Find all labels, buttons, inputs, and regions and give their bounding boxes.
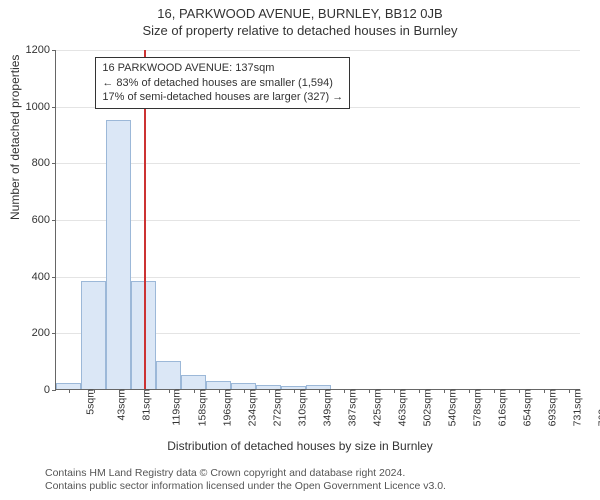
ytick-mark: [52, 390, 56, 391]
histogram-bar: [156, 361, 181, 389]
xtick-label: 425sqm: [371, 389, 383, 426]
xtick-mark: [194, 389, 195, 393]
xtick-label: 502sqm: [421, 389, 433, 426]
footer-line-2: Contains public sector information licen…: [45, 480, 446, 494]
xtick-label: 731sqm: [571, 389, 583, 426]
footer-line-1: Contains HM Land Registry data © Crown c…: [45, 467, 446, 481]
xtick-label: 387sqm: [346, 389, 358, 426]
ytick-label: 0: [18, 384, 50, 396]
xtick-mark: [319, 389, 320, 393]
chart-title-sub: Size of property relative to detached ho…: [0, 21, 600, 38]
chart-plot-area: 0200400600800100012005sqm43sqm81sqm119sq…: [55, 50, 580, 390]
xtick-mark: [119, 389, 120, 393]
gridline: [56, 163, 580, 164]
xtick-mark: [469, 389, 470, 393]
ytick-mark: [52, 50, 56, 51]
ytick-mark: [52, 220, 56, 221]
gridline: [56, 50, 580, 51]
xtick-mark: [344, 389, 345, 393]
xtick-label: 43sqm: [115, 389, 127, 421]
xtick-label: 119sqm: [170, 389, 182, 426]
xtick-label: 196sqm: [221, 389, 233, 426]
xtick-mark: [94, 389, 95, 393]
xtick-label: 616sqm: [496, 389, 508, 426]
ytick-label: 200: [18, 327, 50, 339]
gridline: [56, 277, 580, 278]
xtick-mark: [369, 389, 370, 393]
xtick-label: 769sqm: [596, 389, 600, 426]
xtick-mark: [294, 389, 295, 393]
xtick-label: 81sqm: [140, 389, 152, 421]
xtick-mark: [219, 389, 220, 393]
xtick-mark: [144, 389, 145, 393]
xtick-mark: [569, 389, 570, 393]
xtick-mark: [419, 389, 420, 393]
xtick-mark: [394, 389, 395, 393]
xtick-label: 349sqm: [321, 389, 333, 426]
ytick-mark: [52, 333, 56, 334]
xtick-mark: [544, 389, 545, 393]
xtick-label: 654sqm: [521, 389, 533, 426]
histogram-bar: [206, 381, 231, 390]
gridline: [56, 220, 580, 221]
histogram-bar: [81, 281, 106, 389]
xtick-label: 578sqm: [471, 389, 483, 426]
info-box-line: 16 PARKWOOD AVENUE: 137sqm: [102, 61, 343, 76]
x-axis-label: Distribution of detached houses by size …: [0, 439, 600, 453]
ytick-label: 600: [18, 214, 50, 226]
xtick-mark: [494, 389, 495, 393]
xtick-label: 158sqm: [196, 389, 208, 426]
ytick-mark: [52, 107, 56, 108]
ytick-label: 1200: [18, 44, 50, 56]
chart-title-main: 16, PARKWOOD AVENUE, BURNLEY, BB12 0JB: [0, 0, 600, 21]
xtick-mark: [444, 389, 445, 393]
ytick-label: 1000: [18, 101, 50, 113]
xtick-label: 693sqm: [546, 389, 558, 426]
info-box-line: 17% of semi-detached houses are larger (…: [102, 90, 343, 105]
ytick-mark: [52, 163, 56, 164]
xtick-label: 234sqm: [246, 389, 258, 426]
xtick-mark: [244, 389, 245, 393]
xtick-mark: [169, 389, 170, 393]
xtick-label: 540sqm: [446, 389, 458, 426]
footer-attribution: Contains HM Land Registry data © Crown c…: [45, 467, 446, 494]
ytick-label: 400: [18, 271, 50, 283]
xtick-label: 310sqm: [296, 389, 308, 426]
y-axis-label: Number of detached properties: [8, 55, 22, 220]
xtick-mark: [519, 389, 520, 393]
xtick-mark: [269, 389, 270, 393]
xtick-label: 272sqm: [271, 389, 283, 426]
histogram-bar: [181, 375, 206, 389]
ytick-label: 800: [18, 157, 50, 169]
xtick-label: 463sqm: [396, 389, 408, 426]
histogram-bar: [106, 120, 131, 389]
ytick-mark: [52, 277, 56, 278]
info-box: 16 PARKWOOD AVENUE: 137sqm← 83% of detac…: [95, 57, 350, 110]
xtick-mark: [69, 389, 70, 393]
info-box-line: ← 83% of detached houses are smaller (1,…: [102, 76, 343, 91]
